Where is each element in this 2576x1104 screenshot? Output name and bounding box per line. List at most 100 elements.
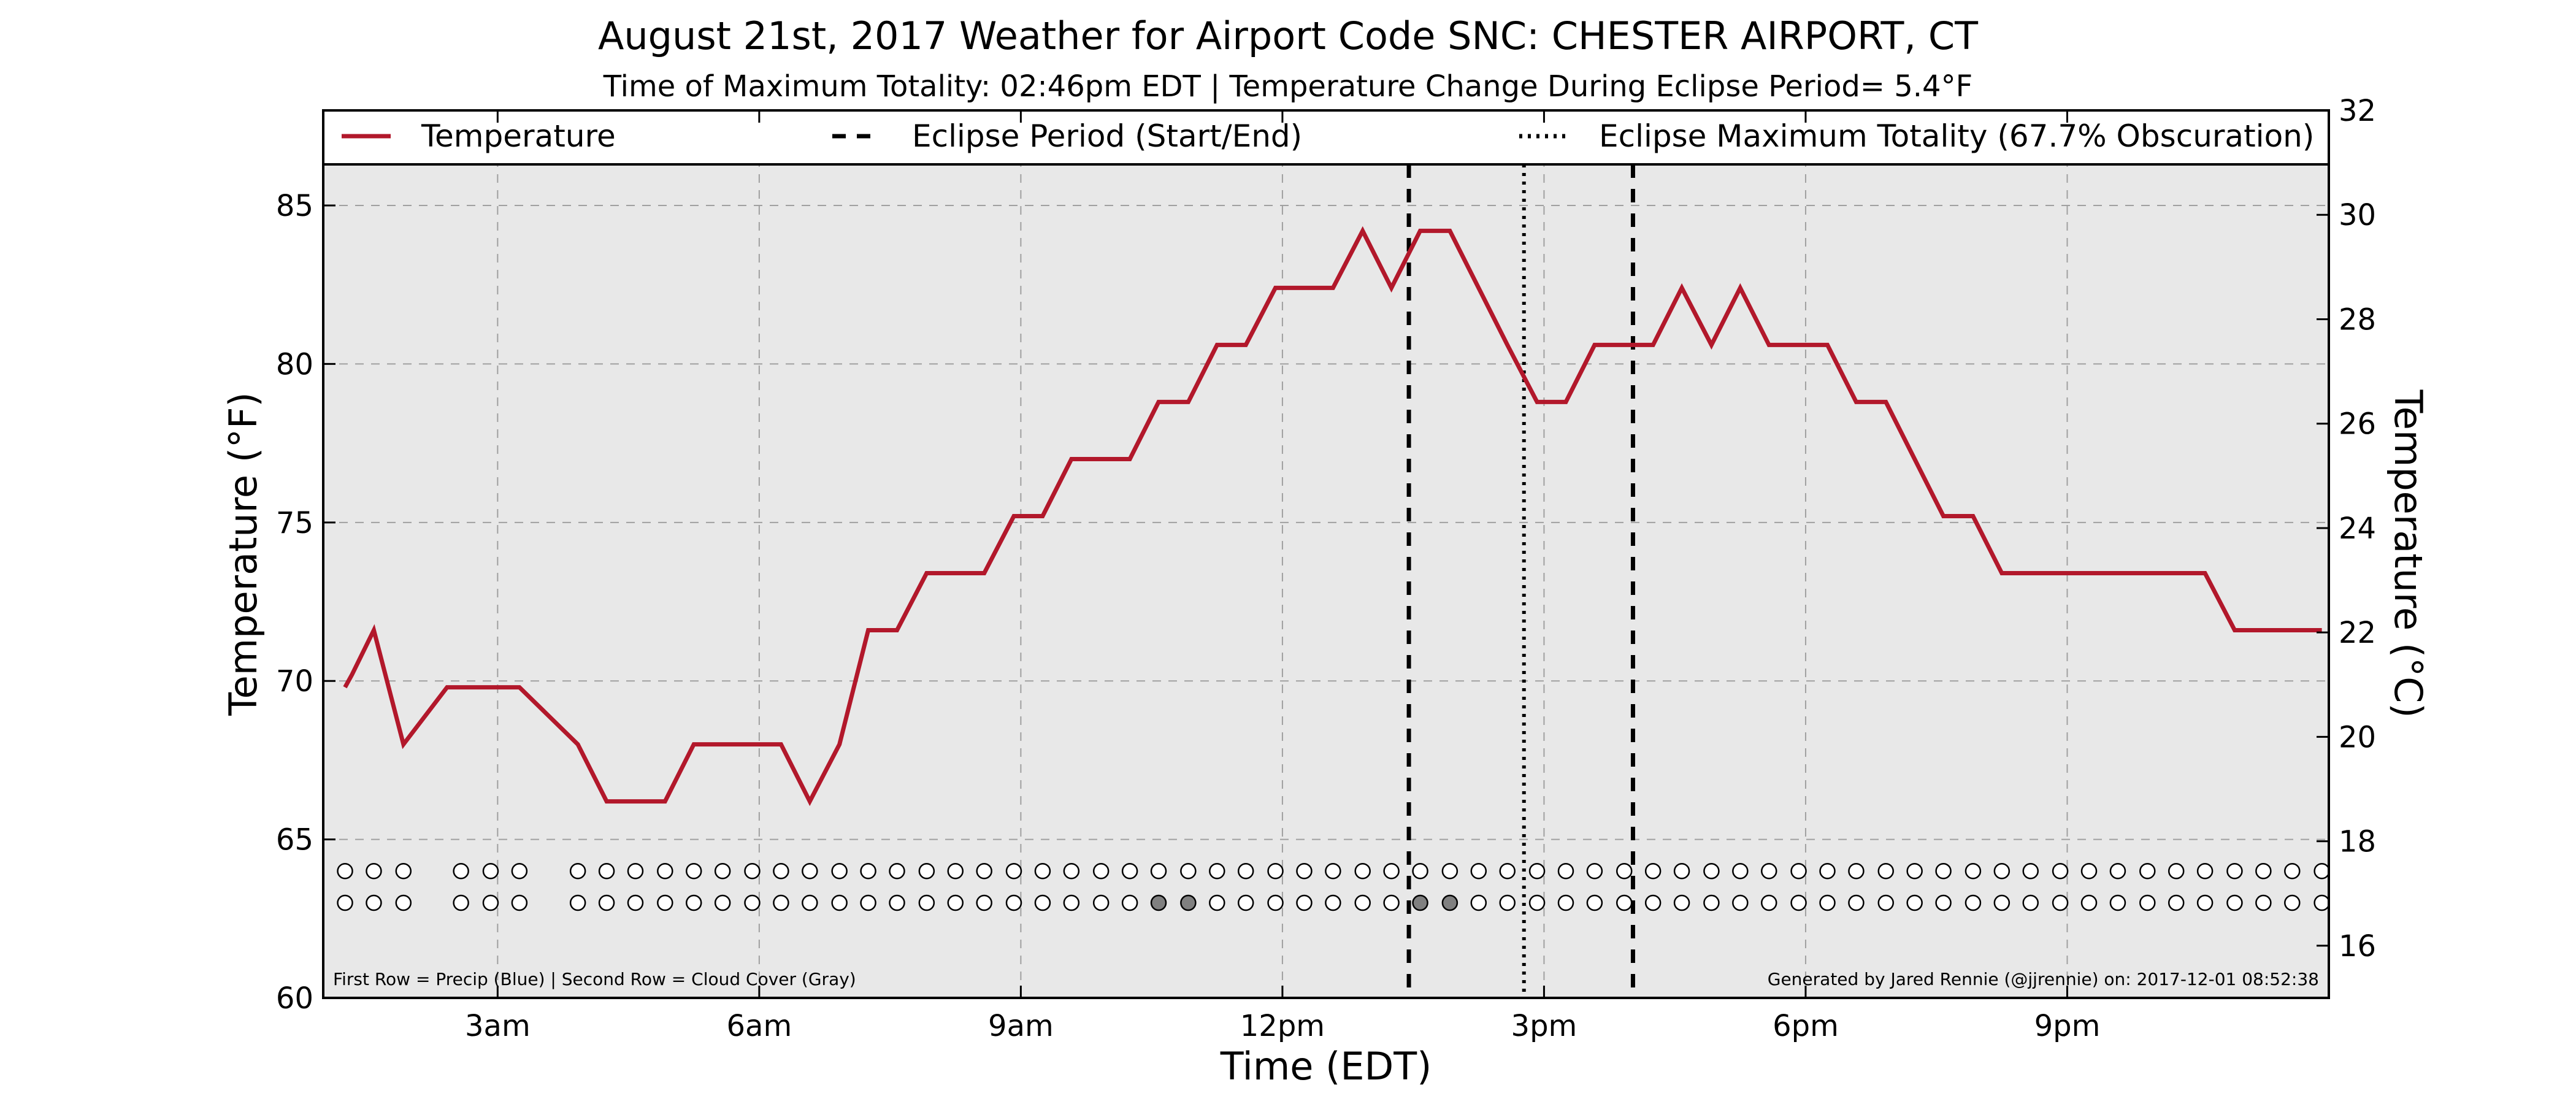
precip-indicator (2022, 863, 2039, 880)
cloud-cover-indicator (657, 894, 673, 911)
precip-indicator (2109, 863, 2126, 880)
precip-indicator (1673, 863, 1690, 880)
footnote-left: First Row = Precip (Blue) | Second Row =… (333, 969, 856, 989)
x-tick-label: 3pm (1511, 1009, 1577, 1043)
x-axis-label: Time (EDT) (1220, 1044, 1432, 1089)
precip-indicator (2168, 863, 2185, 880)
x-tick-label: 6am (727, 1009, 792, 1043)
cloud-cover-indicator (627, 894, 644, 911)
precip-indicator (1237, 863, 1254, 880)
y-right-tick-label: 26 (2339, 407, 2376, 442)
precip-indicator (1528, 863, 1546, 880)
y-right-tick-label: 20 (2339, 720, 2376, 754)
y-tick-label: 65 (276, 823, 313, 857)
precip-indicator (802, 863, 818, 880)
cloud-cover-indicator (860, 894, 876, 911)
y-axis-label: Temperature (°F) (221, 392, 266, 716)
precip-indicator (976, 863, 992, 880)
y-right-tick-label: 28 (2339, 302, 2376, 337)
cloud-cover-indicator (1092, 894, 1110, 911)
precip-indicator (511, 863, 528, 880)
grid-lines (323, 110, 2329, 998)
precip-indicator (1848, 863, 1865, 880)
precip-indicator (395, 863, 412, 880)
precip-indicator (1877, 863, 1895, 880)
precip-indicator (831, 863, 848, 880)
cloud-cover-indicator (1441, 894, 1459, 911)
cloud-cover-indicator (2080, 894, 2098, 911)
y-axis-left-ticks: 60 65 70 75 80 85 (276, 189, 335, 1016)
cloud-cover-indicator (1732, 894, 1749, 911)
precip-indicator (1557, 863, 1574, 880)
precip-indicator (453, 863, 469, 880)
y-right-tick-label: 32 (2339, 94, 2376, 128)
cloud-cover-indicator (1616, 894, 1633, 911)
cloud-cover-indicator (1354, 894, 1371, 911)
cloud-cover-indicator (802, 894, 818, 911)
precip-indicator (1760, 863, 1777, 880)
cloud-cover-indicator (2284, 894, 2301, 911)
cloud-cover-indicator (2196, 894, 2214, 911)
cloud-cover-indicator (1673, 894, 1690, 911)
cloud-cover-indicator (2313, 894, 2330, 911)
cloud-cover-indicator (1557, 894, 1574, 911)
indicator-rows (337, 863, 2330, 911)
cloud-cover-indicator (1644, 894, 1662, 911)
cloud-cover-indicator (889, 894, 905, 911)
precip-indicator (2052, 863, 2069, 880)
cloud-cover-indicator (1470, 894, 1487, 911)
precip-indicator (947, 863, 964, 880)
precip-indicator (1906, 863, 1923, 880)
cloud-cover-indicator (2052, 894, 2069, 911)
precip-indicator (1703, 863, 1720, 880)
cloud-cover-indicator (1005, 894, 1022, 911)
precip-indicator (1732, 863, 1749, 880)
cloud-cover-indicator (2226, 894, 2243, 911)
precip-indicator (1993, 863, 2011, 880)
cloud-cover-indicator (2109, 894, 2126, 911)
y-right-tick-label: 18 (2339, 825, 2376, 859)
precip-indicator (1935, 863, 1952, 880)
cloud-cover-indicator (947, 894, 964, 911)
precip-indicator (1644, 863, 1662, 880)
cloud-cover-indicator (482, 894, 499, 911)
precip-indicator (1499, 863, 1516, 880)
cloud-cover-indicator (366, 894, 382, 911)
precip-indicator (2255, 863, 2272, 880)
y-axis-right-ticks: 16 18 20 22 24 26 28 30 32 (2317, 94, 2376, 964)
precip-indicator (657, 863, 673, 880)
precip-indicator (1586, 863, 1603, 880)
cloud-cover-indicator (1848, 894, 1865, 911)
cloud-cover-indicator (1296, 894, 1313, 911)
cloud-cover-indicator (1325, 894, 1341, 911)
y-right-tick-label: 30 (2339, 198, 2376, 232)
precip-indicator (2080, 863, 2098, 880)
cloud-cover-indicator (831, 894, 848, 911)
legend-box (322, 109, 2330, 166)
x-tick-label: 6pm (1773, 1009, 1839, 1043)
precip-indicator (1092, 863, 1110, 880)
precip-indicator (598, 863, 615, 880)
precip-indicator (1383, 863, 1400, 880)
cloud-cover-indicator (511, 894, 528, 911)
precip-indicator (1063, 863, 1080, 880)
cloud-cover-indicator (1965, 894, 1982, 911)
cloud-cover-indicator (1790, 894, 1807, 911)
precip-indicator (1790, 863, 1807, 880)
cloud-cover-indicator (1528, 894, 1546, 911)
y-tick-label: 75 (276, 506, 313, 540)
x-axis-ticks: 3am 6am 9am 12pm 3pm 6pm 9pm (465, 110, 2100, 1043)
precip-indicator (1470, 863, 1487, 880)
cloud-cover-indicator (337, 894, 353, 911)
cloud-cover-indicator (1877, 894, 1895, 911)
precip-indicator (1034, 863, 1051, 880)
series-layer (343, 226, 2322, 807)
cloud-cover-indicator (1703, 894, 1720, 911)
precip-indicator (2139, 863, 2156, 880)
precip-indicator (1441, 863, 1459, 880)
cloud-cover-indicator (1586, 894, 1603, 911)
precip-indicator (482, 863, 499, 880)
cloud-cover-indicator (1209, 894, 1225, 911)
footnote-right: Generated by Jared Rennie (@jjrennie) on… (1768, 969, 2319, 989)
cloud-cover-indicator (744, 894, 761, 911)
